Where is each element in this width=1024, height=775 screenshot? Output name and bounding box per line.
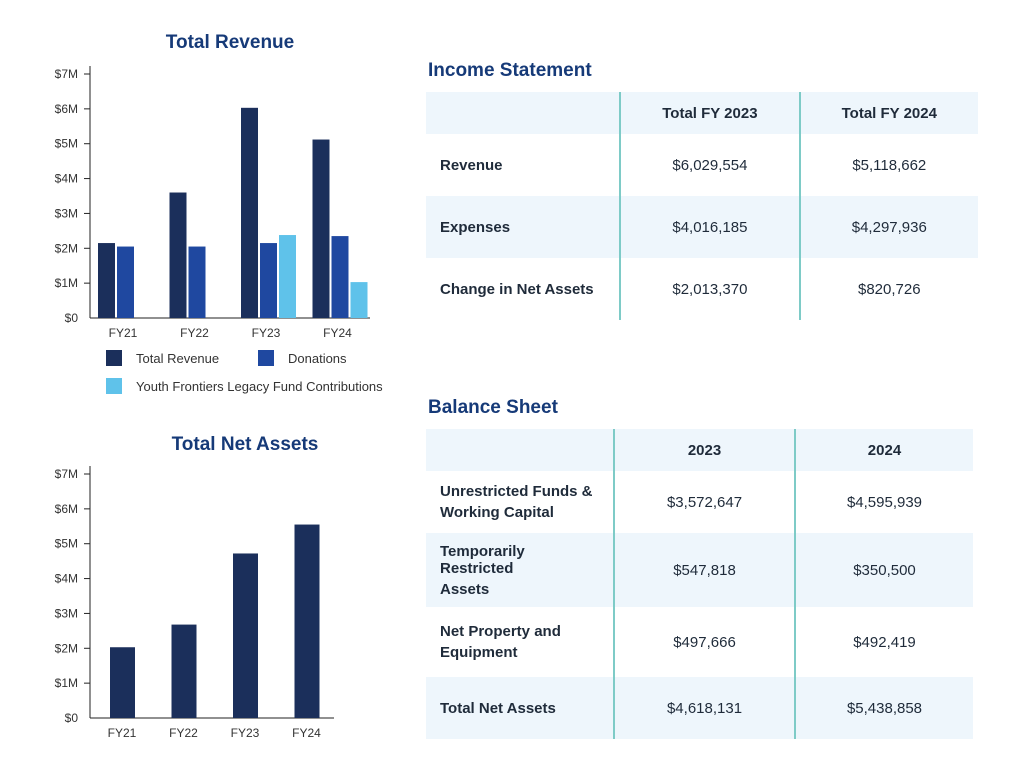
table-row: Unrestricted Funds & Working Capital $3,…: [426, 471, 973, 533]
y-tick-label: $3M: [55, 206, 78, 220]
y-tick-label: $6M: [55, 502, 78, 516]
income-header-2023: Total FY 2023: [619, 92, 800, 134]
y-tick-label: $1M: [55, 676, 78, 690]
bar-total-revenue-fy22: [169, 192, 187, 318]
y-tick-label: $2M: [55, 241, 78, 255]
balance-header-row: 2023 2024: [426, 429, 973, 471]
y-tick-label: $4M: [55, 172, 78, 186]
table-row: Change in Net Assets $2,013,370 $820,726: [426, 258, 978, 320]
income-value-2023: $2,013,370: [619, 258, 800, 320]
revenue-chart-title: Total Revenue: [165, 32, 295, 53]
bar-donations-fy24: [331, 236, 349, 318]
balance-row-label-line1: Temporarily Restricted: [440, 542, 525, 577]
net-assets-chart: $0 $1M $2M $3M $4M $5M $6M $7M FY21 FY22 FY23 FY24: [55, 466, 334, 740]
legend-swatch-legacy-fund: [106, 378, 122, 394]
balance-row-label-line2: Assets: [440, 580, 490, 598]
table-row: Net Property and Equipment $497,666 $492…: [426, 607, 973, 677]
y-tick-label: $4M: [55, 572, 78, 586]
table-row: Total Net Assets $4,618,131 $5,438,858: [426, 677, 973, 739]
balance-row-label: Unrestricted Funds & Working Capital: [426, 471, 614, 533]
balance-row-label-line1: Total Net Assets: [440, 699, 556, 717]
bar-donations-fy21: [117, 246, 134, 318]
y-tick-label: $0: [65, 711, 79, 725]
net-assets-chart-title: Total Net Assets: [171, 434, 319, 455]
balance-row-label-line2: Working Capital: [440, 504, 554, 521]
balance-value-2023: $497,666: [613, 607, 795, 677]
income-value-2024: $820,726: [798, 258, 978, 320]
bar-total-net-assets-fy24: [294, 524, 320, 718]
balance-row-label: Temporarily Restricted Assets: [426, 533, 614, 607]
balance-row-label: Total Net Assets: [426, 677, 614, 739]
x-tick-label-fy24: FY24: [323, 326, 352, 340]
x-tick-label-fy23: FY23: [231, 726, 260, 740]
balance-header-blank: [426, 429, 614, 471]
bar-youth-frontiers-legacy-fund-contributions-fy24: [350, 282, 368, 318]
table-row: Revenue $6,029,554 $5,118,662: [426, 134, 978, 196]
x-tick-label-fy21: FY21: [109, 326, 138, 340]
x-tick-label-fy22: FY22: [169, 726, 198, 740]
balance-value-2024: $5,438,858: [793, 677, 973, 739]
income-row-label: Revenue: [440, 156, 503, 174]
y-tick-label: $7M: [55, 67, 78, 81]
x-tick-label-fy21: FY21: [108, 726, 137, 740]
legend-item-legacy-fund: Youth Frontiers Legacy Fund Contribution…: [106, 378, 383, 394]
income-header-2024: Total FY 2024: [798, 92, 978, 134]
x-tick-label-fy22: FY22: [180, 326, 209, 340]
balance-sheet-title: Balance Sheet: [428, 397, 558, 418]
balance-value-2024: $492,419: [793, 607, 973, 677]
income-value-2023: $4,016,185: [619, 196, 800, 258]
balance-value-2024: $4,595,939: [793, 471, 973, 533]
legend-item-total-revenue: Total Revenue: [106, 350, 219, 366]
balance-value-2023: $3,572,647: [613, 471, 795, 533]
income-row-label: Expenses: [440, 218, 511, 236]
x-tick-label-fy24: FY24: [292, 726, 321, 740]
income-row-label: Change in Net Assets: [440, 280, 594, 298]
income-header-blank: [426, 92, 620, 134]
bar-total-revenue-fy21: [98, 243, 115, 318]
y-tick-label: $0: [65, 311, 79, 325]
legend-swatch-total-revenue: [106, 350, 122, 366]
balance-value-2023: $4,618,131: [613, 677, 795, 739]
income-statement-title: Income Statement: [428, 60, 592, 81]
y-tick-label: $5M: [55, 537, 78, 551]
balance-row-label-line1: Net Property and: [440, 623, 561, 640]
legend-label-total-revenue: Total Revenue: [136, 350, 220, 366]
x-tick-label-fy23: FY23: [252, 326, 281, 340]
balance-row-label-line1: Unrestricted Funds &: [440, 483, 593, 500]
legend-label-donations: Donations: [288, 350, 347, 366]
balance-value-2023: $547,818: [613, 533, 795, 607]
y-tick-label: $5M: [55, 137, 78, 151]
bar-donations-fy23: [260, 243, 277, 318]
balance-row-label-line2: Equipment: [440, 644, 518, 661]
bar-total-net-assets-fy22: [171, 624, 197, 718]
income-statement-table: Total FY 2023 Total FY 2024 Revenue $6,0…: [426, 92, 978, 320]
income-header-row: Total FY 2023 Total FY 2024: [426, 92, 978, 134]
bar-donations-fy22: [188, 246, 206, 318]
balance-value-2024: $350,500: [793, 533, 973, 607]
income-value-2024: $5,118,662: [798, 134, 978, 196]
y-tick-label: $7M: [55, 467, 78, 481]
revenue-chart: $0 $1M $2M $3M $4M $5M $6M $7M FY21 FY22 FY23 FY24: [55, 66, 370, 340]
table-row: Expenses $4,016,185 $4,297,936: [426, 196, 978, 258]
balance-header-2023: 2023: [613, 429, 795, 471]
revenue-legend: Total Revenue Donations Youth Frontiers …: [0, 0, 420, 775]
legend-label-legacy-fund: Youth Frontiers Legacy Fund Contribution…: [136, 378, 383, 394]
y-tick-label: $3M: [55, 606, 78, 620]
y-tick-label: $2M: [55, 641, 78, 655]
bar-youth-frontiers-legacy-fund-contributions-fy23: [279, 235, 296, 318]
balance-header-2024: 2024: [793, 429, 973, 471]
y-tick-label: $6M: [55, 102, 78, 116]
legend-swatch-donations: [258, 350, 274, 366]
bar-total-revenue-fy23: [241, 107, 258, 318]
income-value-2023: $6,029,554: [619, 134, 800, 196]
balance-sheet-table: 2023 2024 Unrestricted Funds & Working C…: [426, 429, 973, 739]
bar-total-net-assets-fy21: [110, 647, 135, 718]
balance-row-label: Net Property and Equipment: [426, 607, 614, 677]
income-value-2024: $4,297,936: [798, 196, 978, 258]
table-row: Temporarily Restricted Assets $547,818 $…: [426, 533, 973, 607]
y-tick-label: $1M: [55, 276, 78, 290]
bar-total-net-assets-fy23: [233, 553, 258, 718]
bar-total-revenue-fy24: [312, 139, 330, 318]
legend-item-donations: Donations: [258, 350, 347, 366]
